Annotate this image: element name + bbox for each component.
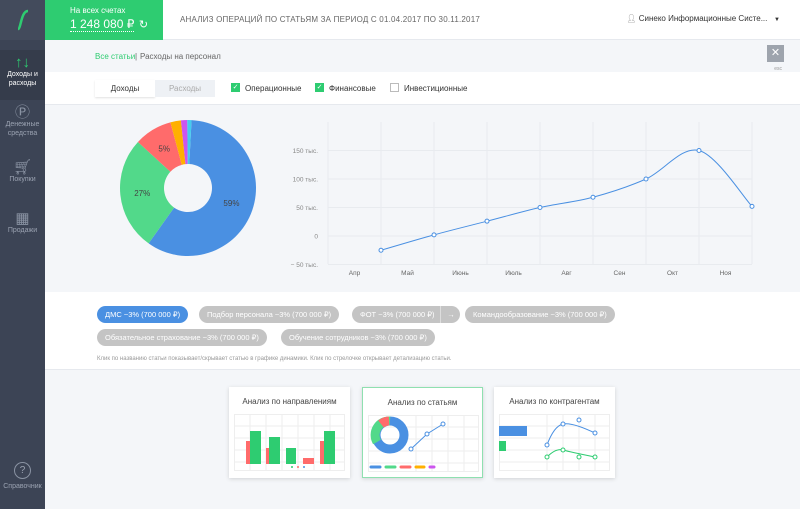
sidebar-item-label: Доходы и расходы — [7, 71, 38, 87]
y-tick-label: 0 — [314, 234, 318, 241]
breadcrumb: Все статьи | Расходы на персонал ✕ esc — [45, 40, 800, 72]
data-point — [749, 203, 755, 209]
data-point — [643, 176, 649, 182]
page-title: АНАЛИЗ ОПЕРАЦИЙ ПО СТАТЬЯМ ЗА ПЕРИОД С 0… — [180, 15, 480, 24]
pie-slice — [180, 120, 188, 165]
checkbox-label: Финансовые — [329, 84, 376, 93]
chip-teambuilding[interactable]: Командообразование ~3% (700 000 ₽) — [465, 306, 615, 323]
refresh-icon[interactable]: ↻ — [138, 19, 149, 31]
data-point — [431, 232, 437, 238]
checkbox-operational[interactable]: ✓ Операционные — [231, 83, 302, 93]
breadcrumb-current: Расходы на персонал — [140, 52, 221, 61]
data-point — [378, 247, 384, 253]
series-line — [380, 149, 753, 251]
data-point — [696, 148, 702, 153]
arrow-right-icon[interactable]: → — [440, 306, 460, 323]
sidebar-item-purchases[interactable]: 🛒︎ Покупки — [0, 159, 45, 184]
x-tick-label: Июнь — [452, 270, 469, 277]
cart-icon: 🛒︎ — [12, 159, 33, 176]
pie-label: 59% — [223, 199, 239, 208]
category-chips: ДМС ~3% (700 000 ₽) Подбор персонала ~3%… — [45, 292, 800, 370]
check-icon: ✓ — [315, 83, 324, 92]
chip-label: ФОТ ~3% (700 000 ₽) — [360, 310, 435, 319]
chip-insurance[interactable]: Обязательное страхование ~3% (700 000 ₽) — [97, 329, 267, 346]
user-name: Синеко Информационные Систе... — [638, 14, 768, 23]
x-tick-label: Ноя — [720, 270, 732, 277]
chip-training[interactable]: Обучение сотрудников ~3% (700 000 ₽) — [281, 329, 435, 346]
y-tick-label: 50 тыс. — [296, 205, 318, 212]
pie-slice — [187, 120, 192, 165]
x-tick-label: Сен — [614, 270, 626, 277]
sidebar-item-label: Покупки — [9, 176, 36, 183]
checkbox-investment[interactable]: Инвестиционные — [390, 83, 468, 93]
pie-slice — [120, 141, 175, 244]
card-title: Анализ по контрагентам — [509, 397, 600, 406]
x-tick-label: Май — [401, 269, 414, 277]
user-icon: 👤︎ — [626, 14, 637, 23]
chip-dms[interactable]: ДМС ~3% (700 000 ₽) — [97, 306, 189, 323]
balance-value[interactable]: 1 248 080 ₽ — [70, 17, 135, 32]
chip-recruiting[interactable]: Подбор персонала ~3% (700 000 ₽) — [199, 306, 340, 323]
checkbox-label: Инвестиционные — [404, 84, 468, 93]
sidebar-item-label: Денежные средства — [5, 121, 40, 137]
chip-fot[interactable]: ФОТ ~3% (700 000 ₽) → — [352, 306, 461, 323]
data-point — [590, 194, 596, 200]
balance-label: На всех счетах — [70, 6, 126, 15]
tab-income[interactable]: Доходы — [95, 80, 155, 97]
help-label: Справочник — [3, 483, 42, 490]
chevron-down-icon: ▼ — [774, 17, 780, 23]
x-tick-label: Апр — [349, 270, 361, 277]
sidebar-item-sales[interactable]: ▦ Продажи — [0, 210, 45, 235]
esc-hint: esc — [774, 66, 782, 72]
card-title: Анализ по направлениям — [242, 397, 337, 406]
shop-icon: ▦ — [15, 210, 30, 227]
arrows-up-down-icon: ↑↓ — [15, 54, 30, 71]
sidebar-item-income-expense[interactable]: ↑↓ Доходы и расходы — [0, 50, 45, 100]
user-menu[interactable]: 👤︎ Синеко Информационные Систе... ▼ — [626, 14, 780, 23]
y-tick-label: − 50 тыс. — [291, 262, 319, 269]
card-by-direction[interactable]: Анализ по направлениям — [229, 387, 350, 478]
checkbox-box — [390, 83, 399, 92]
breadcrumb-separator: | — [135, 52, 138, 61]
pie-label: 5% — [158, 145, 170, 154]
pie-slice — [137, 122, 182, 172]
sidebar-item-label: Продажи — [7, 227, 38, 234]
logo-icon — [16, 9, 28, 31]
data-point — [537, 205, 543, 210]
tab-expense[interactable]: Расходы — [155, 80, 215, 97]
y-tick-label: 100 тыс. — [293, 177, 319, 184]
pie-slice — [148, 120, 256, 256]
check-icon: ✓ — [231, 83, 240, 92]
checkbox-label: Операционные — [245, 84, 302, 93]
sidebar-item-cash[interactable]: Ⓟ Денежные средства — [0, 104, 45, 138]
hint-text: Клик по названию статьи показывает/скрыв… — [97, 356, 452, 362]
breadcrumb-root-link[interactable]: Все статьи — [95, 52, 136, 61]
x-tick-label: Июль — [505, 270, 522, 277]
pie-label: 27% — [134, 189, 150, 198]
checkbox-financial[interactable]: ✓ Финансовые — [315, 83, 376, 93]
filter-bar: Доходы Расходы ✓ Операционные ✓ Финансовые… — [45, 72, 800, 105]
question-icon: ? — [14, 462, 31, 479]
logo[interactable] — [0, 0, 45, 40]
card-title: Анализ по статьям — [387, 398, 458, 407]
close-button[interactable]: ✕ — [767, 45, 784, 62]
x-tick-label: Окт — [667, 270, 678, 277]
balance-panel: На всех счетах 1 248 080 ₽ ↻ — [45, 0, 163, 40]
ruble-icon: Ⓟ — [14, 104, 30, 121]
y-tick-label: 150 тыс. — [293, 148, 319, 155]
x-tick-label: Авг — [561, 270, 572, 277]
bar-thumbnail — [234, 414, 345, 471]
sidebar: ↑↓ Доходы и расходы Ⓟ Денежные средства 🛒︎… — [0, 0, 45, 509]
data-point — [484, 218, 490, 224]
charts-area: 59% 27% 5% 150 тыс. 100 тыс. 50 тыс. 0 − 50 тыс… — [120, 120, 755, 277]
header: На всех счетах 1 248 080 ₽ ↻ АНАЛИЗ ОПЕР… — [45, 0, 800, 40]
line-thumbnail — [499, 414, 610, 471]
card-by-counterparty[interactable]: Анализ по контрагентам — [494, 387, 615, 478]
donut-thumbnail — [368, 415, 479, 472]
card-by-article[interactable]: Анализ по статьям — [362, 387, 483, 478]
pie-slice — [170, 120, 186, 165]
help-button[interactable]: ? Справочник — [0, 462, 45, 490]
